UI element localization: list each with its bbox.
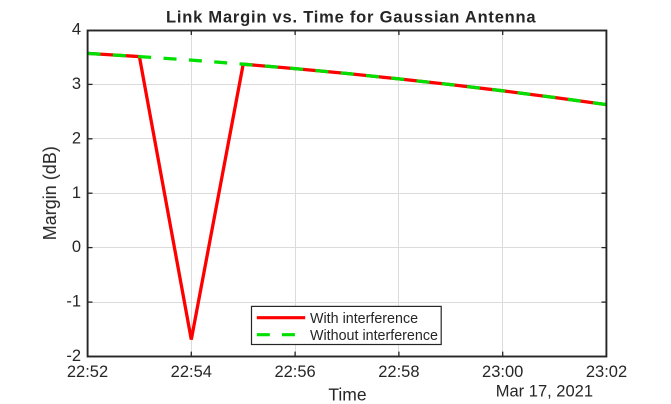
svg-text:22:52: 22:52 xyxy=(67,363,108,381)
svg-text:Link Margin vs. Time for Gauss: Link Margin vs. Time for Gaussian Antenn… xyxy=(166,8,536,26)
svg-text:4: 4 xyxy=(72,21,81,39)
svg-text:3: 3 xyxy=(72,75,81,93)
svg-text:23:02: 23:02 xyxy=(586,363,627,381)
svg-text:Without interference: Without interference xyxy=(310,328,438,344)
svg-text:1: 1 xyxy=(72,184,81,202)
svg-text:23:00: 23:00 xyxy=(482,363,523,381)
svg-text:2: 2 xyxy=(72,129,81,147)
svg-text:With interference: With interference xyxy=(310,311,418,327)
svg-text:-2: -2 xyxy=(66,347,81,365)
svg-text:22:56: 22:56 xyxy=(274,363,315,381)
svg-text:-1: -1 xyxy=(66,293,81,311)
svg-text:22:58: 22:58 xyxy=(378,363,419,381)
svg-text:0: 0 xyxy=(72,238,81,256)
svg-text:Mar 17, 2021: Mar 17, 2021 xyxy=(496,383,593,401)
svg-text:Margin (dB): Margin (dB) xyxy=(40,146,60,240)
svg-text:22:54: 22:54 xyxy=(171,363,212,381)
svg-text:Time: Time xyxy=(328,385,366,404)
